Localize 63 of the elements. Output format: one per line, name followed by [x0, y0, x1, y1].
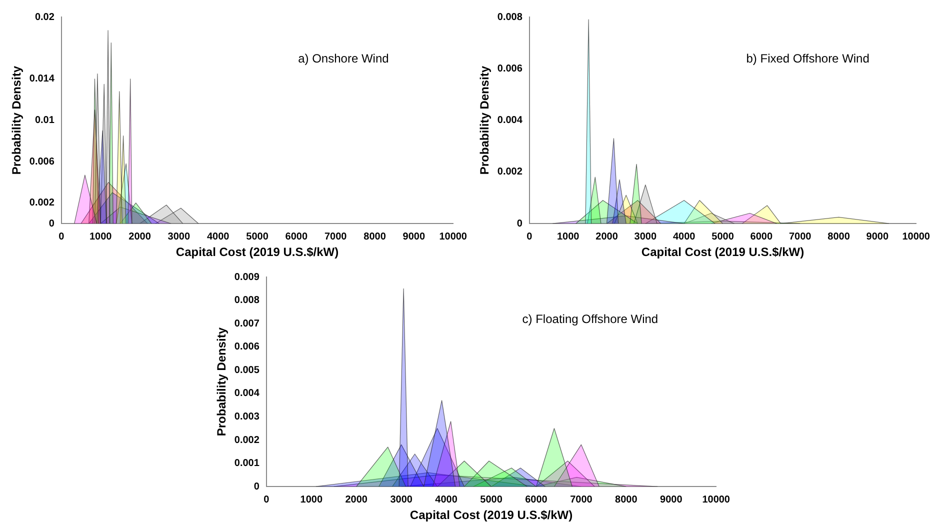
x-tick-label: 8000 — [828, 231, 850, 242]
y-tick-label: 0.01 — [34, 115, 55, 126]
y-tick-label: 0.009 — [234, 272, 260, 283]
x-axis-title: Capital Cost (2019 U.S.$/kW) — [176, 245, 339, 260]
y-axis-title: Probability Density — [214, 327, 229, 436]
x-tick-label: 2000 — [128, 231, 152, 242]
x-tick-label: 1000 — [556, 231, 580, 242]
x-axis-title: Capital Cost (2019 U.S.$/kW) — [410, 508, 573, 522]
x-tick-label: 3000 — [390, 494, 413, 506]
x-tick-label: 6000 — [525, 494, 548, 506]
x-tick-label: 0 — [264, 494, 270, 506]
y-axis-title: Probability Density — [10, 66, 24, 175]
x-tick-label: 8000 — [364, 231, 386, 242]
x-tick-label: 9000 — [402, 231, 426, 242]
x-tick-label: 0 — [526, 231, 533, 242]
x-tick-label: 7000 — [570, 494, 593, 506]
x-tick-label: 1000 — [300, 494, 323, 506]
x-tick-label: 5000 — [480, 494, 503, 506]
x-tick-label: 2000 — [596, 231, 618, 242]
x-tick-label: 4000 — [672, 231, 696, 242]
y-tick-label: 0.02 — [34, 12, 55, 23]
x-tick-label: 4000 — [435, 494, 458, 506]
y-tick-label: 0.004 — [497, 115, 523, 126]
x-tick-label: 10000 — [702, 494, 730, 506]
x-tick-label: 9000 — [866, 231, 889, 242]
y-tick-label: 0 — [48, 218, 55, 230]
y-axis-title: Probability Density — [478, 66, 492, 175]
x-tick-label: 10000 — [902, 231, 930, 242]
y-tick-label: 0.002 — [497, 166, 523, 178]
x-tick-label: 5000 — [712, 231, 734, 242]
x-tick-label: 4000 — [206, 231, 230, 242]
x-tick-label: 6000 — [285, 231, 308, 242]
y-tick-label: 0.008 — [234, 295, 260, 306]
annotation: b) Fixed Offshore Wind — [746, 51, 870, 66]
y-tick-label: 0.004 — [234, 388, 260, 400]
y-tick-label: 0.003 — [234, 411, 260, 422]
y-tick-label: 0.007 — [234, 318, 260, 330]
x-tick-label: 3000 — [168, 231, 190, 242]
x-tick-label: 7000 — [324, 231, 348, 242]
annotation: a) Onshore Wind — [298, 51, 389, 66]
x-tick-label: 6000 — [750, 231, 773, 242]
x-tick-label: 0 — [58, 231, 65, 242]
y-tick-label: 0.002 — [234, 434, 260, 446]
x-tick-label: 1000 — [89, 231, 112, 242]
x-tick-label: 7000 — [788, 231, 812, 242]
y-tick-label: 0.005 — [234, 364, 260, 376]
y-tick-label: 0 — [254, 481, 260, 492]
y-tick-label: 0.008 — [497, 12, 523, 23]
y-tick-label: 0.006 — [29, 156, 55, 168]
y-tick-label: 0.006 — [234, 342, 260, 353]
y-tick-label: 0.014 — [29, 74, 55, 85]
x-axis-title: Capital Cost (2019 U.S.$/kW) — [641, 245, 804, 260]
x-tick-label: 8000 — [615, 494, 638, 506]
x-tick-label: 10000 — [439, 231, 468, 242]
y-tick-label: 0.002 — [29, 198, 55, 209]
x-tick-label: 9000 — [660, 494, 683, 506]
x-tick-label: 2000 — [345, 494, 368, 506]
annotation: c) Floating Offshore Wind — [522, 312, 658, 326]
y-tick-label: 0.001 — [234, 458, 260, 470]
y-tick-label: 0 — [516, 218, 523, 230]
x-tick-label: 5000 — [246, 231, 269, 242]
x-tick-label: 3000 — [634, 231, 657, 242]
y-tick-label: 0.006 — [497, 63, 523, 74]
